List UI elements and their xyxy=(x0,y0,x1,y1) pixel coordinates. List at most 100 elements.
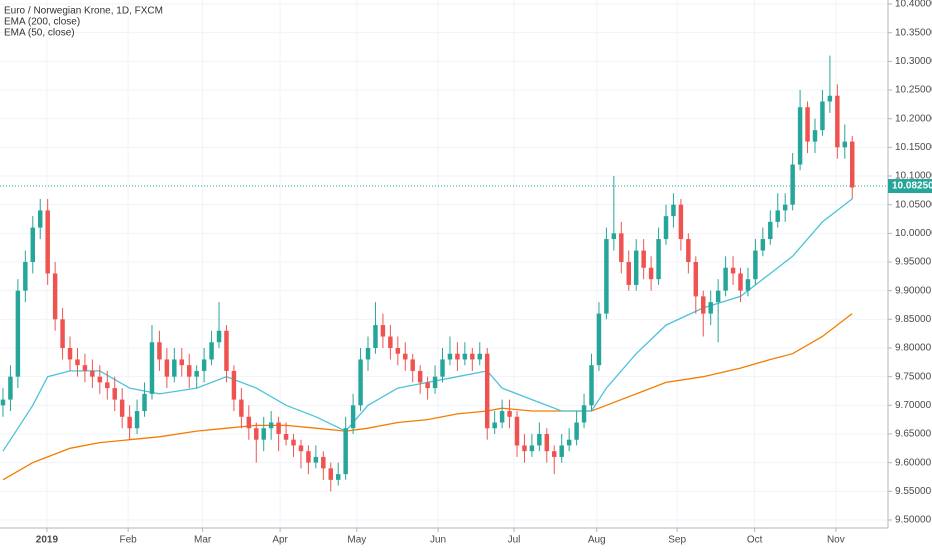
candle-body xyxy=(164,359,170,377)
legend-entry: EMA (200, close) xyxy=(4,17,80,28)
candle-body xyxy=(45,210,50,274)
candle-body xyxy=(596,313,602,366)
candle-body xyxy=(492,422,497,429)
x-tick-label: Oct xyxy=(747,535,763,546)
candle-body xyxy=(522,445,527,452)
candle-body xyxy=(686,239,691,262)
candle-body xyxy=(395,347,401,354)
candle-body xyxy=(417,370,423,383)
candle-body xyxy=(619,233,624,262)
y-tick-label: 9.55000 xyxy=(895,486,932,497)
candle-body xyxy=(425,382,430,389)
candle-body xyxy=(291,439,296,446)
chart-title: Euro / Norwegian Krone, 1D, FXCM xyxy=(4,6,163,17)
x-tick-label: Mar xyxy=(194,535,212,546)
candle-body xyxy=(835,95,840,148)
candle-body xyxy=(663,216,669,240)
y-tick-label: 10.10000 xyxy=(895,171,932,182)
y-tick-label: 10.05000 xyxy=(895,199,932,210)
candle-body xyxy=(246,416,252,429)
candle-body xyxy=(544,433,550,452)
candle-body xyxy=(440,359,445,377)
candles xyxy=(0,55,855,492)
x-tick-label: Sep xyxy=(668,535,686,546)
candle-body xyxy=(768,221,773,240)
candle-body xyxy=(254,428,259,440)
candle-body xyxy=(335,474,341,480)
candle-body xyxy=(283,433,289,440)
y-tick-label: 10.30000 xyxy=(895,56,932,67)
candle-body xyxy=(142,393,147,412)
candle-body xyxy=(313,456,319,463)
candle-body xyxy=(388,336,393,348)
candle-body xyxy=(380,325,386,337)
x-tick-label: Apr xyxy=(272,535,288,546)
candle-body xyxy=(656,239,661,280)
y-tick-label: 10.15000 xyxy=(895,142,932,153)
candle-body xyxy=(499,411,505,423)
candle-body xyxy=(805,107,810,142)
candle-body xyxy=(216,330,222,343)
candle-body xyxy=(60,319,65,348)
y-tick-label: 9.70000 xyxy=(895,400,932,411)
candle-body xyxy=(127,416,132,429)
candle-body xyxy=(186,365,192,377)
candle-body xyxy=(261,428,266,440)
candle-body xyxy=(574,422,579,440)
candle-body xyxy=(432,376,438,389)
y-tick-label: 9.85000 xyxy=(895,314,932,325)
candle-body xyxy=(507,411,512,417)
candle-body xyxy=(298,445,304,452)
candle-body xyxy=(484,353,490,429)
candle-body xyxy=(37,210,43,228)
candle-body xyxy=(812,130,818,142)
candle-body xyxy=(90,370,95,377)
candle-body xyxy=(149,342,155,394)
candle-body xyxy=(611,233,617,240)
candle-body xyxy=(52,273,58,320)
candle-body xyxy=(797,107,803,165)
candle-body xyxy=(112,388,117,400)
axes: 9.50000 9.55000 9.60000 9.65000 9.70000 9.750… xyxy=(36,0,932,546)
candle-body xyxy=(239,399,244,417)
x-tick-label: Nov xyxy=(827,535,845,546)
candle-body xyxy=(626,261,631,285)
candle-body xyxy=(410,359,415,371)
last-price-box xyxy=(888,179,932,194)
candle-body xyxy=(604,239,609,314)
candle-body xyxy=(224,330,229,371)
candle-body xyxy=(30,227,36,262)
candle-body xyxy=(462,353,468,360)
candle-body xyxy=(693,261,699,297)
candle-body xyxy=(343,428,348,475)
candle-body xyxy=(514,416,520,446)
y-tick-label: 9.75000 xyxy=(895,371,932,382)
candle-body xyxy=(745,279,751,291)
candle-body xyxy=(708,302,713,314)
candle-body xyxy=(738,273,743,291)
candle-body xyxy=(82,365,88,371)
candle-body xyxy=(671,204,676,217)
last-price-label: 10.08250 xyxy=(892,181,932,192)
candle-body xyxy=(648,267,654,280)
candle-body xyxy=(306,451,311,463)
x-tick-label: Aug xyxy=(588,535,606,546)
candle-body xyxy=(15,290,21,377)
y-tick-label: 9.95000 xyxy=(895,257,932,268)
candle-body xyxy=(365,347,371,360)
y-tick-label: 9.60000 xyxy=(895,457,932,468)
candle-body xyxy=(172,359,177,377)
candle-body xyxy=(678,204,684,240)
candle-body xyxy=(179,359,185,366)
candle-body xyxy=(403,353,408,360)
y-tick-label: 9.90000 xyxy=(895,285,932,296)
candle-body xyxy=(75,359,80,366)
candle-body xyxy=(537,433,542,446)
candle-body xyxy=(552,451,557,457)
candle-body xyxy=(820,101,825,131)
candle-body xyxy=(633,250,639,285)
candle-body xyxy=(0,399,6,406)
